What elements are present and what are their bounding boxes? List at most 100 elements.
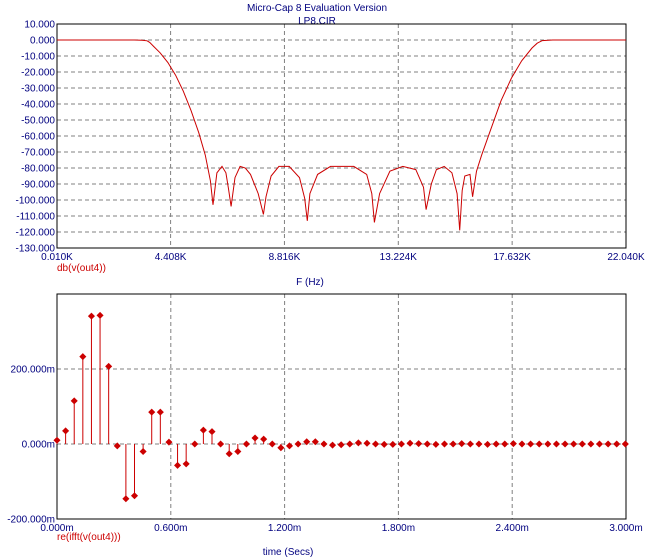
data-point bbox=[294, 440, 302, 448]
circuit-name: LP8.CIR bbox=[298, 16, 336, 27]
data-point bbox=[182, 460, 190, 468]
data-point bbox=[432, 440, 440, 448]
y-tick-label: -30.000 bbox=[21, 84, 55, 95]
data-point bbox=[79, 353, 87, 361]
data-point bbox=[96, 311, 104, 319]
frequency-response-plot[interactable]: 0.010K 4.408K 8.816K 13.224K 17.632K 22.040K 1… bbox=[16, 20, 645, 264]
data-point bbox=[191, 440, 199, 448]
data-point bbox=[70, 397, 78, 405]
trace-label-db[interactable]: db(v(out4)) bbox=[57, 263, 106, 274]
data-point bbox=[156, 408, 164, 416]
data-point bbox=[260, 435, 268, 443]
x-tick-label: 0.600m bbox=[154, 523, 187, 534]
plot-frame bbox=[56, 23, 627, 249]
data-point bbox=[53, 436, 61, 444]
y-tick-label: -20.000 bbox=[21, 68, 55, 79]
x-tick-label: 4.408K bbox=[155, 252, 187, 263]
data-point bbox=[148, 408, 156, 416]
data-point bbox=[475, 440, 483, 448]
x-tick-label: 1.200m bbox=[268, 523, 301, 534]
data-point bbox=[139, 447, 147, 456]
y-tick-label: -70.000 bbox=[21, 148, 55, 159]
series-line-db-out4 bbox=[57, 39, 626, 231]
x-axis-label-time: time (Secs) bbox=[263, 547, 314, 558]
impulse-response-plot[interactable]: 0.000m 0.600m 1.200m 1.800m 2.400m 3.000m 200.… bbox=[7, 293, 643, 534]
y-tick-label: -40.000 bbox=[21, 100, 55, 111]
x-tick-label: 0.000m bbox=[40, 523, 73, 534]
y-tick-label: -80.000 bbox=[21, 164, 55, 175]
data-point bbox=[389, 440, 397, 448]
data-point bbox=[174, 461, 182, 469]
data-point bbox=[415, 440, 423, 448]
y-tick-label: -120.000 bbox=[16, 228, 56, 239]
data-point bbox=[587, 440, 595, 448]
y-tick-label: -60.000 bbox=[21, 132, 55, 143]
data-point bbox=[285, 442, 294, 450]
trace-label-ifft[interactable]: re(ifft(v(out4))) bbox=[57, 532, 121, 543]
x-tick-label: 0.010K bbox=[41, 252, 73, 263]
y-tick-label: -50.000 bbox=[21, 116, 55, 127]
data-point bbox=[225, 450, 233, 458]
x-tick-label: 2.400m bbox=[496, 523, 529, 534]
y-tick-label: -100.000 bbox=[16, 196, 56, 207]
data-point bbox=[578, 440, 586, 448]
data-point bbox=[311, 438, 319, 446]
x-tick-label: 17.632K bbox=[494, 252, 532, 263]
data-point bbox=[242, 440, 250, 448]
data-point bbox=[62, 427, 70, 435]
data-point bbox=[268, 440, 276, 448]
data-point bbox=[535, 440, 543, 448]
data-point bbox=[329, 441, 337, 449]
x-tick-label: 8.816K bbox=[269, 252, 301, 263]
window-title: Micro-Cap 8 Evaluation Version bbox=[247, 3, 387, 14]
data-point bbox=[501, 440, 509, 448]
y-tick-label: 0.000m bbox=[22, 440, 55, 451]
data-point bbox=[406, 439, 414, 447]
y-tick-label: -200.000m bbox=[7, 515, 55, 526]
data-point bbox=[552, 440, 560, 448]
data-point bbox=[251, 434, 259, 442]
y-tick-label: -110.000 bbox=[16, 212, 55, 223]
data-point bbox=[613, 440, 621, 448]
data-point bbox=[208, 428, 216, 436]
data-point bbox=[113, 442, 121, 450]
plot-frame bbox=[56, 293, 627, 520]
data-point bbox=[509, 440, 517, 448]
data-point bbox=[165, 438, 173, 446]
data-point bbox=[518, 440, 526, 448]
data-point bbox=[397, 440, 405, 448]
data-point bbox=[561, 440, 569, 448]
data-point bbox=[380, 440, 388, 448]
data-point bbox=[363, 439, 371, 447]
data-point bbox=[105, 362, 113, 370]
data-point bbox=[621, 440, 629, 448]
data-point bbox=[449, 440, 457, 448]
data-point bbox=[217, 440, 225, 448]
y-tick-label: -90.000 bbox=[21, 180, 55, 191]
data-point bbox=[604, 440, 612, 448]
data-point bbox=[544, 440, 552, 448]
data-point bbox=[130, 492, 139, 500]
x-axis-label-frequency: F (Hz) bbox=[296, 277, 324, 288]
data-point bbox=[346, 440, 354, 448]
data-point bbox=[458, 440, 466, 448]
data-point bbox=[234, 447, 242, 456]
data-point bbox=[440, 440, 449, 448]
y-tick-label: 10.000 bbox=[24, 20, 55, 31]
data-point bbox=[595, 440, 604, 448]
data-point bbox=[303, 438, 311, 446]
data-point bbox=[484, 440, 492, 448]
x-tick-label: 22.040K bbox=[607, 252, 645, 263]
y-tick-label: 200.000m bbox=[11, 365, 55, 376]
data-point bbox=[372, 440, 380, 448]
data-point bbox=[199, 426, 207, 434]
data-point bbox=[570, 440, 578, 448]
x-tick-label: 13.224K bbox=[380, 252, 418, 263]
data-point bbox=[277, 444, 285, 452]
y-tick-label: -130.000 bbox=[16, 244, 56, 255]
data-point bbox=[423, 440, 431, 448]
y-tick-label: 0.000 bbox=[30, 36, 55, 47]
data-point bbox=[122, 495, 130, 503]
x-tick-label: 1.800m bbox=[382, 523, 415, 534]
